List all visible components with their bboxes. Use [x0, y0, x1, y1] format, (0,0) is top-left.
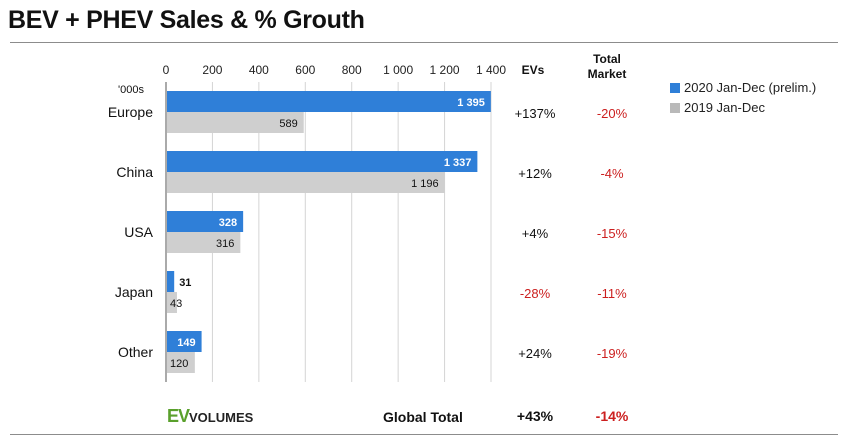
global-total-market: -14% — [595, 408, 629, 424]
x-tick-label: 600 — [295, 63, 315, 77]
title-rule — [10, 42, 838, 43]
bar-2020 — [167, 151, 478, 172]
data-label-2020: 1 337 — [444, 157, 472, 169]
bar-2020 — [167, 271, 175, 292]
data-label-2020: 31 — [179, 277, 191, 289]
ev-volumes-logo: EVVOLUMES — [167, 406, 253, 427]
total-market-growth: -20% — [596, 106, 628, 121]
logo-ev: EV — [167, 406, 190, 426]
evs-growth: +137% — [514, 106, 556, 121]
global-total-label: Global Total — [383, 409, 463, 425]
legend-label-2019: 2019 Jan-Dec — [684, 100, 765, 115]
total-market-growth: -11% — [597, 286, 627, 301]
evs-growth: +4% — [521, 226, 549, 241]
x-tick-label: 1 000 — [383, 63, 413, 77]
x-tick-label: 0 — [163, 63, 170, 77]
bar-2020 — [167, 211, 244, 232]
x-tick-label: 800 — [342, 63, 362, 77]
legend-item-2020: 2020 Jan-Dec (prelim.) — [670, 80, 816, 95]
total-market-growth: -4% — [600, 166, 624, 181]
evs-growth: -28% — [519, 286, 551, 301]
evs-growth: +12% — [518, 166, 552, 181]
category-label: Japan — [115, 284, 153, 300]
bar-2019 — [167, 232, 241, 253]
total-market-header: Total Market — [587, 52, 627, 81]
bar-2020 — [167, 331, 202, 352]
legend-swatch-2020 — [670, 82, 680, 93]
data-label-2019: 1 196 — [411, 178, 439, 190]
bar-2019 — [167, 112, 304, 133]
category-label: Other — [118, 344, 153, 360]
category-label: Europe — [108, 104, 153, 120]
bar-2019 — [167, 172, 445, 193]
bar-2019 — [167, 292, 177, 313]
data-label-2019: 43 — [170, 298, 182, 310]
evs-growth: +24% — [518, 346, 552, 361]
bar-2019 — [167, 352, 195, 373]
global-total-evs: +43% — [516, 408, 554, 424]
x-tick-label: 1 400 — [476, 63, 506, 77]
category-label: China — [116, 164, 153, 180]
data-label-2019: 589 — [279, 118, 297, 130]
x-tick-label: 400 — [249, 63, 269, 77]
evs-header: EVs — [521, 63, 545, 77]
legend-label-2020: 2020 Jan-Dec (prelim.) — [684, 80, 817, 95]
x-tick-label: 200 — [202, 63, 222, 77]
data-label-2020: 1 395 — [457, 97, 485, 109]
bottom-rule — [10, 434, 838, 435]
data-label-2020: 328 — [219, 217, 237, 229]
data-label-2020: 149 — [177, 337, 195, 349]
total-market-growth: -19% — [596, 346, 628, 361]
legend-item-2019: 2019 Jan-Dec — [670, 100, 765, 115]
total-market-growth: -15% — [596, 226, 628, 241]
logo-text: VOLUMES — [189, 410, 254, 425]
unit-label: '000s — [118, 84, 144, 96]
chart-title: BEV + PHEV Sales & % Grouth — [8, 6, 365, 34]
category-label: USA — [124, 224, 153, 240]
data-label-2019: 316 — [216, 238, 234, 250]
data-label-2019: 120 — [170, 358, 188, 370]
x-tick-label: 1 200 — [430, 63, 460, 77]
bar-2020 — [167, 91, 491, 112]
legend-swatch-2019 — [670, 102, 680, 113]
